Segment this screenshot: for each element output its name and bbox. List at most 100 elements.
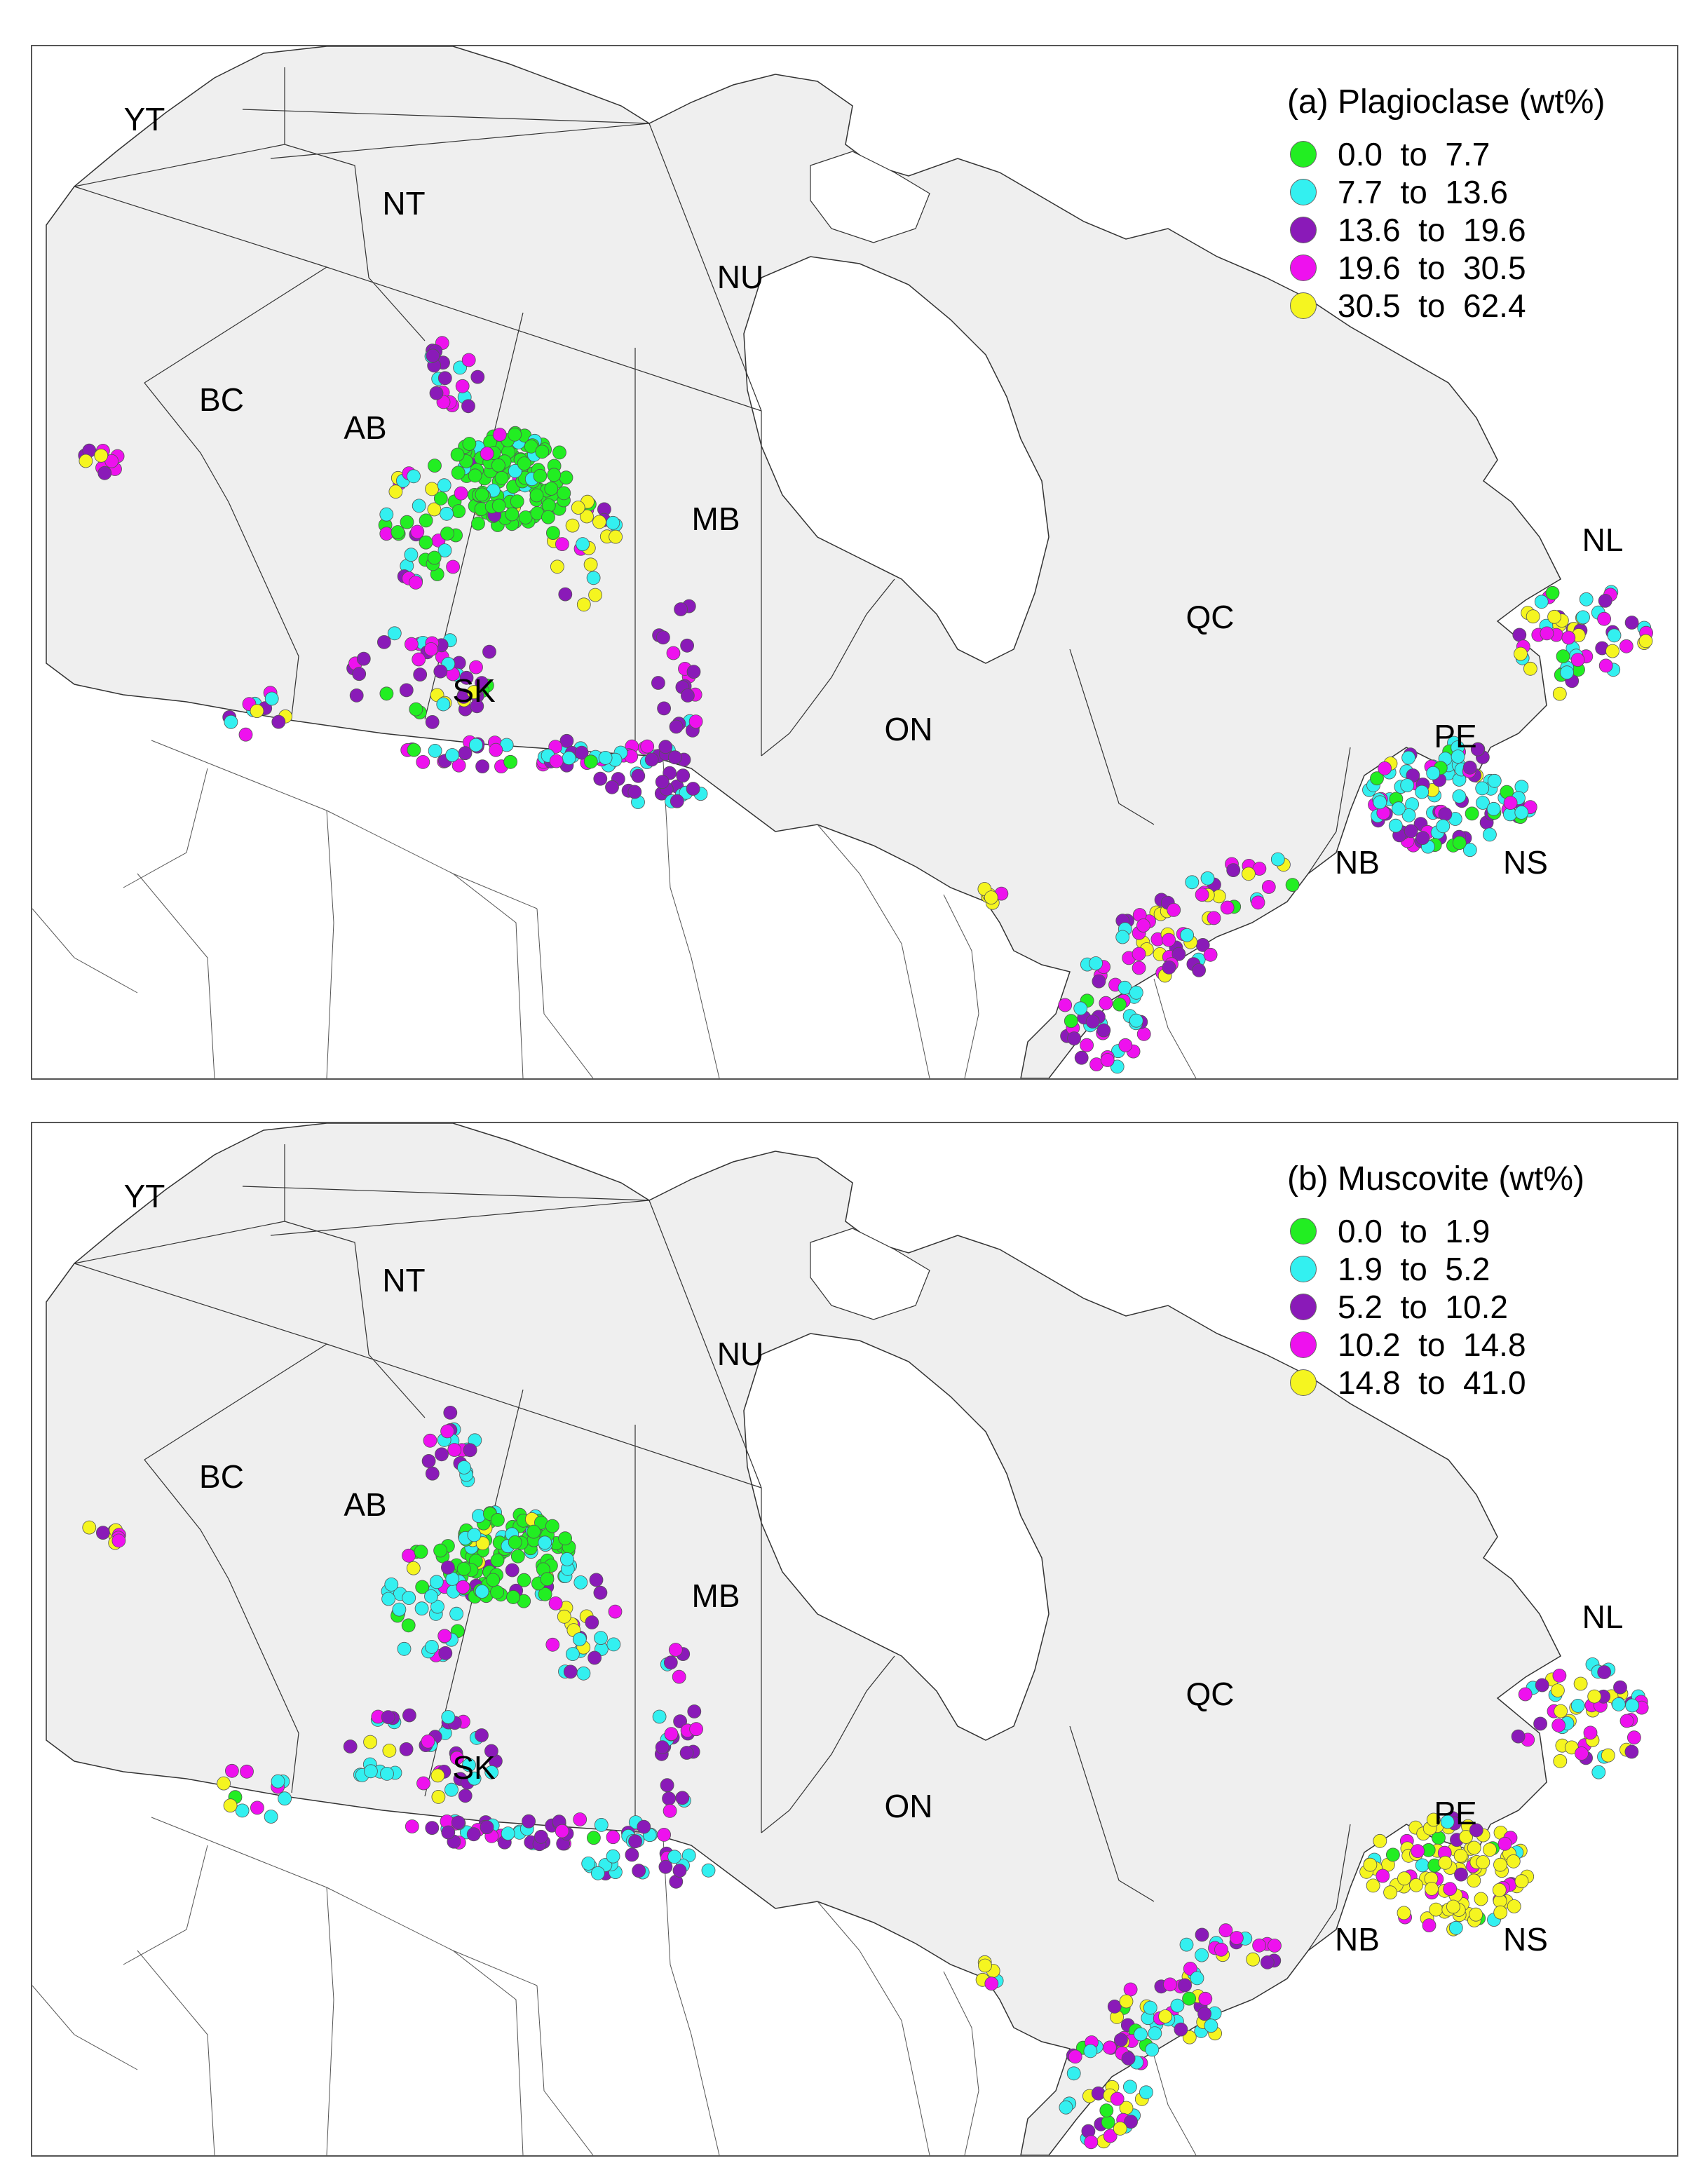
sample-point xyxy=(701,1863,716,1878)
legend-item: 14.8 to 41.0 xyxy=(1287,1364,1666,1401)
sample-point xyxy=(1452,836,1467,850)
sample-point xyxy=(688,714,703,728)
sample-point xyxy=(673,1714,687,1728)
sample-point xyxy=(1084,2135,1099,2150)
sample-point xyxy=(589,1573,604,1587)
legend-label: 0.0 to 1.9 xyxy=(1338,1213,1490,1249)
sample-point xyxy=(430,1599,444,1614)
sample-point xyxy=(1552,686,1567,701)
sample-point xyxy=(494,470,509,485)
sample-point xyxy=(451,504,466,518)
sample-point xyxy=(484,1744,498,1758)
sample-point xyxy=(451,758,466,773)
sample-point xyxy=(1512,628,1527,642)
sample-point xyxy=(657,1828,671,1842)
sample-point xyxy=(583,754,598,769)
sample-point xyxy=(1638,634,1653,649)
sample-point xyxy=(405,637,419,651)
sample-point xyxy=(506,1590,520,1604)
sample-point xyxy=(429,386,444,400)
sample-point xyxy=(402,1591,416,1605)
sample-point xyxy=(401,1618,416,1633)
sample-point xyxy=(541,498,556,513)
sample-point xyxy=(412,498,426,513)
state-boundary xyxy=(452,873,524,1078)
sample-point xyxy=(1459,1830,1473,1844)
sample-point xyxy=(1556,649,1570,663)
sample-point xyxy=(427,502,442,517)
sample-point xyxy=(508,427,522,442)
sample-point xyxy=(674,602,688,616)
sample-point xyxy=(1448,1920,1463,1935)
sample-point xyxy=(640,739,655,754)
province-label-nt: NT xyxy=(382,1262,425,1298)
sample-point xyxy=(557,486,571,501)
sample-point xyxy=(424,1589,438,1603)
sample-point xyxy=(1469,1907,1483,1922)
sample-point xyxy=(555,537,569,551)
sample-point xyxy=(240,1764,254,1779)
sample-point xyxy=(409,576,423,590)
sample-point xyxy=(1619,1714,1634,1728)
map-panel-muscovite: YT NT NU BC AB SK MB ON QC NL PE NB NS (b) Muscovite… xyxy=(31,1122,1678,2157)
sample-point xyxy=(1119,1994,1134,2009)
sample-point xyxy=(1124,2115,1138,2129)
province-boundary xyxy=(242,1186,650,1201)
province-boundary xyxy=(270,123,650,159)
sample-point xyxy=(490,1585,504,1599)
sample-point xyxy=(387,626,402,641)
sample-point xyxy=(444,1782,459,1797)
sample-point xyxy=(1195,1948,1209,1962)
sample-point xyxy=(658,1859,673,1874)
sample-point xyxy=(1507,1899,1521,1913)
state-boundary xyxy=(452,1950,524,2155)
sample-point xyxy=(563,1664,578,1679)
sample-point xyxy=(1454,1867,1468,1882)
sample-point xyxy=(440,527,454,541)
sample-point xyxy=(1453,1848,1468,1863)
sample-point xyxy=(490,1553,505,1568)
sample-point xyxy=(606,1849,620,1864)
sample-point xyxy=(1397,1871,1411,1886)
sample-point xyxy=(510,1549,525,1564)
sample-point xyxy=(1092,974,1106,989)
sample-point xyxy=(1497,1836,1512,1851)
sample-point xyxy=(1469,1823,1483,1838)
sample-point xyxy=(238,727,253,742)
sample-point xyxy=(587,1831,601,1845)
province-label-qc: QC xyxy=(1186,1676,1235,1712)
sample-point xyxy=(1605,644,1619,658)
province-label-ns: NS xyxy=(1503,1921,1548,1958)
sample-point xyxy=(1443,1882,1458,1896)
sample-point xyxy=(491,498,506,513)
province-label-pe: PE xyxy=(1434,1795,1476,1831)
legend-swatch xyxy=(1290,141,1317,168)
sample-point xyxy=(1561,630,1576,645)
sample-point xyxy=(1376,1868,1390,1883)
province-boundary xyxy=(144,1343,327,1460)
sample-point xyxy=(978,1958,992,1973)
sample-point xyxy=(423,1433,437,1448)
sample-point xyxy=(1493,1857,1507,1872)
sample-point xyxy=(1487,773,1502,788)
sample-point xyxy=(637,1819,651,1834)
sample-point xyxy=(1143,2000,1157,2015)
sample-point xyxy=(549,754,564,768)
sample-point xyxy=(1083,2044,1098,2058)
sample-point xyxy=(1446,1899,1460,1914)
sample-point xyxy=(517,1573,531,1587)
sample-point xyxy=(1174,2022,1188,2037)
sample-point xyxy=(508,464,522,478)
sample-point xyxy=(349,689,364,703)
sample-point xyxy=(608,1604,623,1619)
sample-point xyxy=(461,399,475,414)
state-boundary xyxy=(817,1901,930,2155)
sample-point xyxy=(1073,1001,1088,1016)
sample-point xyxy=(605,780,619,794)
sample-point xyxy=(655,775,670,789)
sample-point xyxy=(550,559,564,574)
sample-point xyxy=(462,437,477,451)
sample-point xyxy=(1134,2027,1148,2042)
sample-point xyxy=(1226,863,1241,877)
state-boundary xyxy=(663,1838,720,2155)
